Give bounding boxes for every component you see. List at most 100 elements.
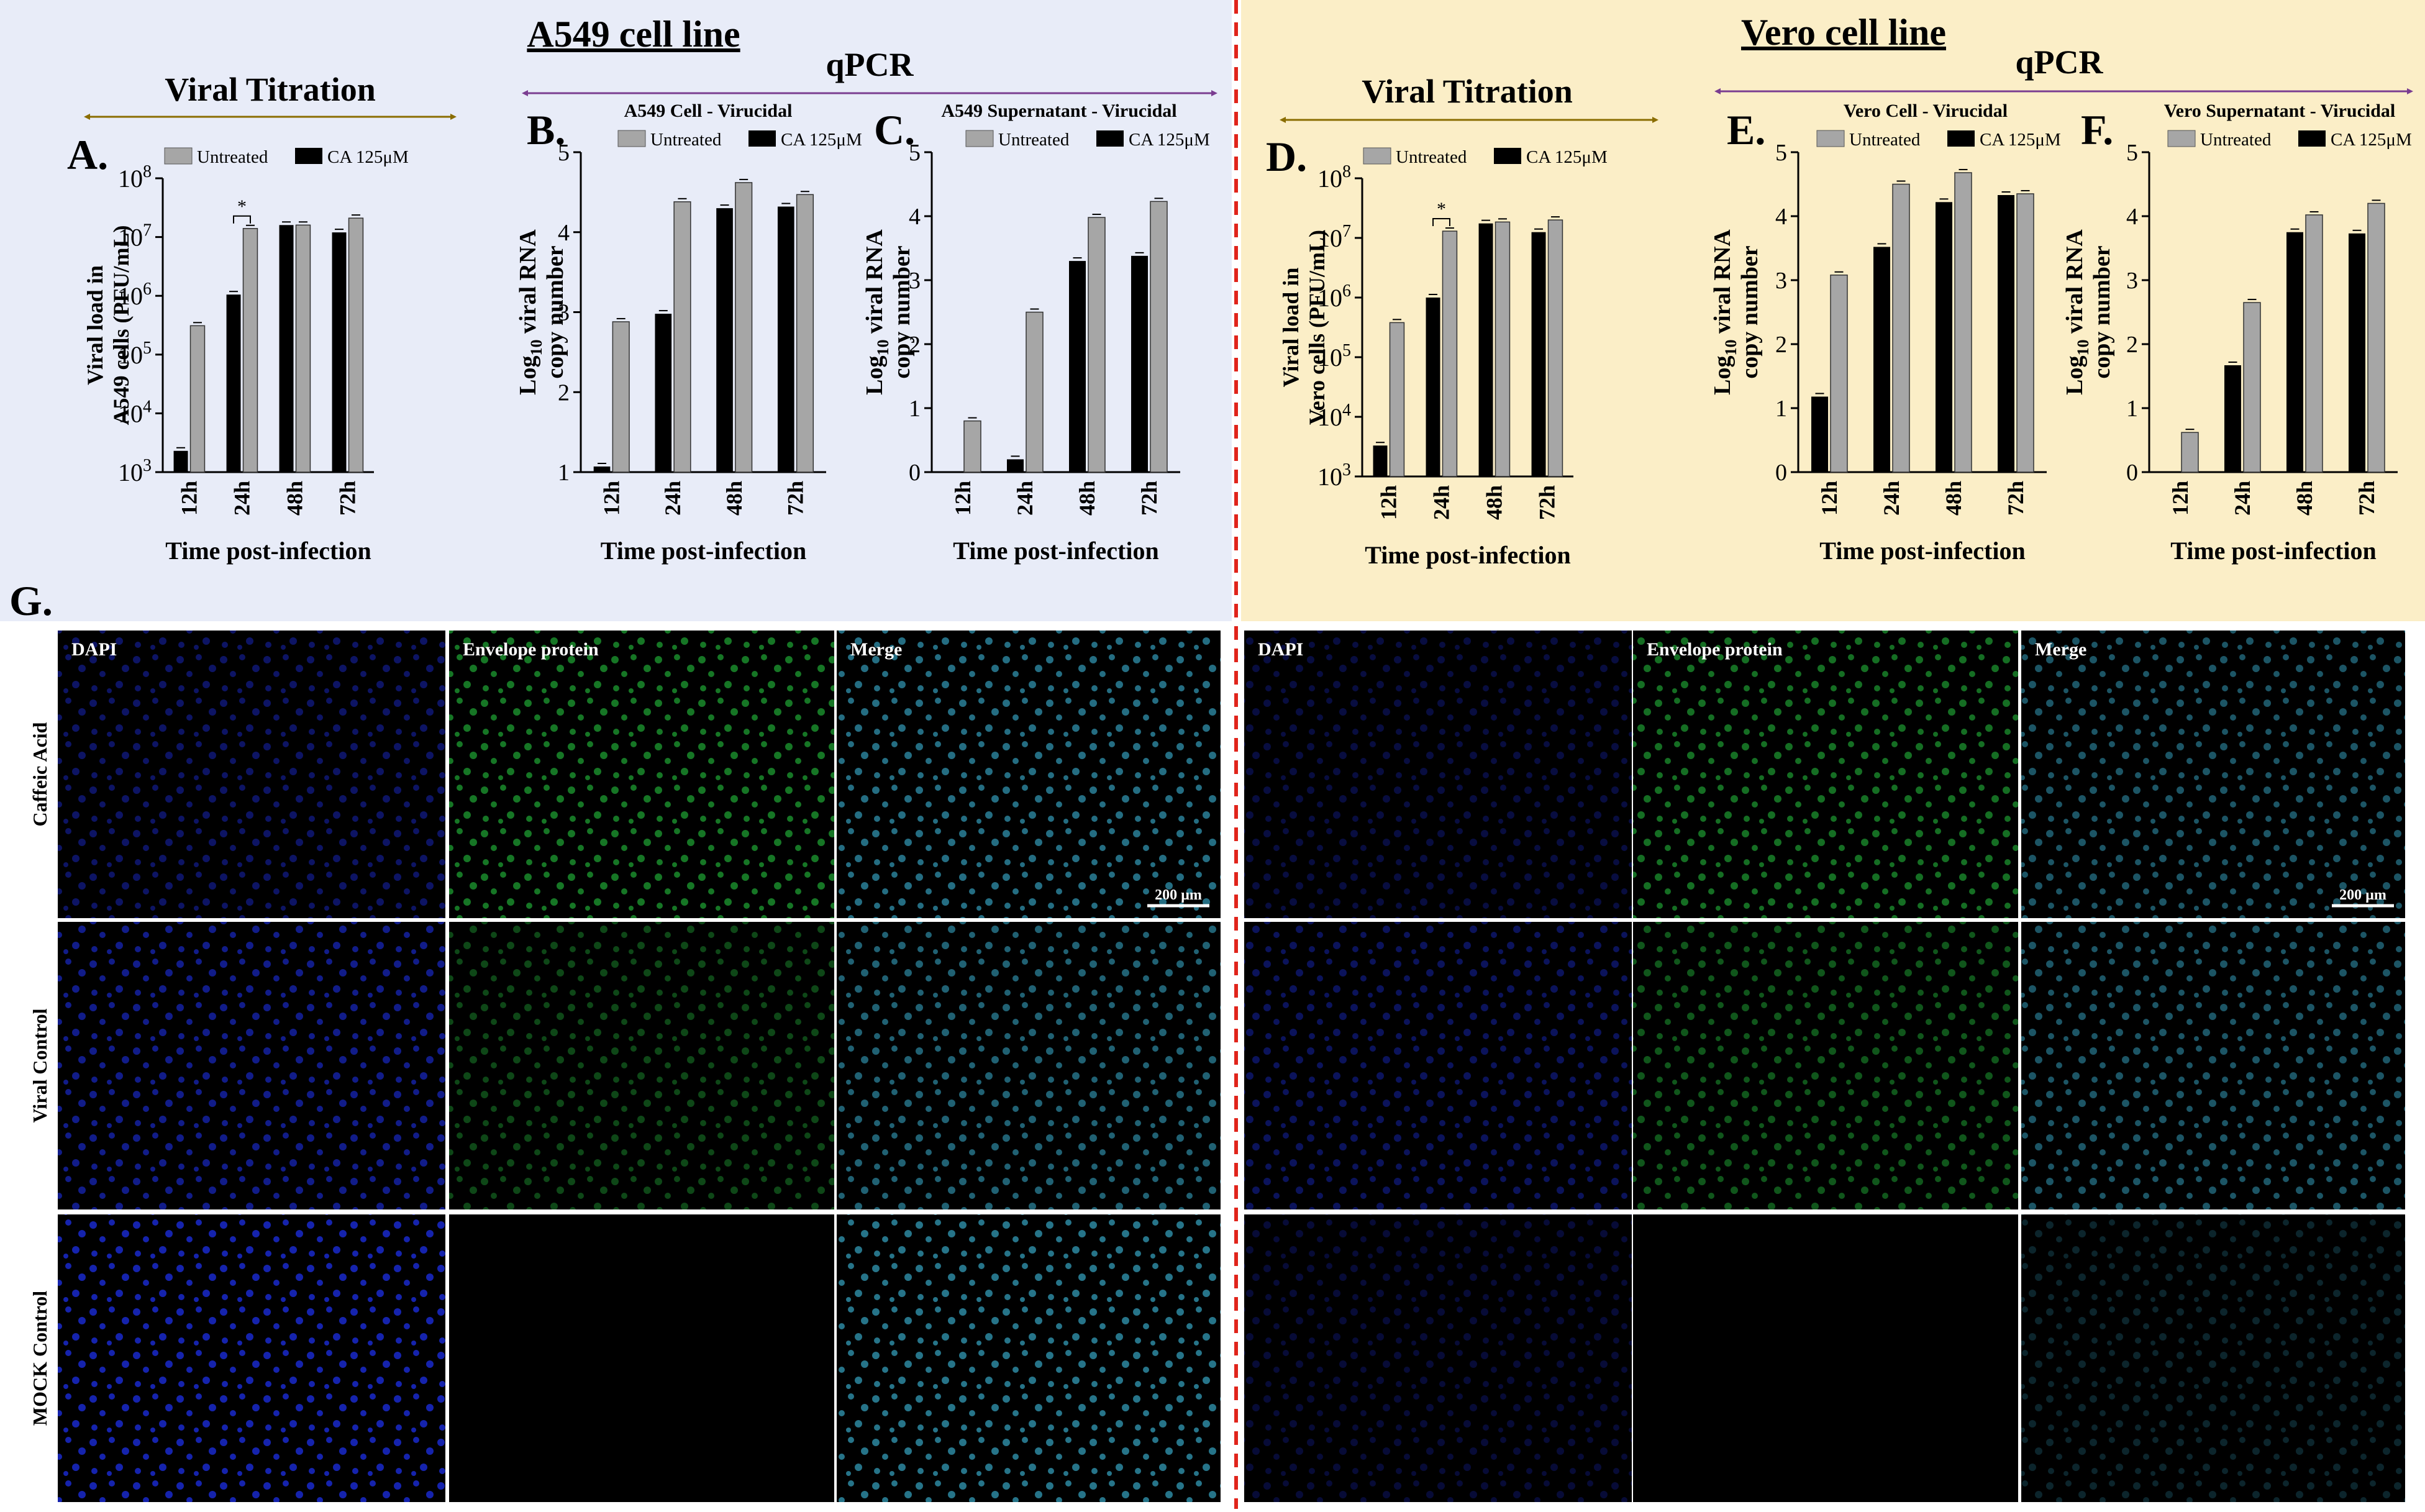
x-tick-label-group: 72h [335, 481, 360, 516]
legend-label-treated: CA 125μM [327, 147, 409, 167]
x-tick-label-group: 72h [1535, 485, 1560, 520]
y-tick-label: 4 [2126, 204, 2138, 230]
chart-panel-c: C. A549 Supernatant - Virucidal Untreated C… [862, 101, 1210, 565]
bar-treated [1373, 445, 1388, 476]
bar-treated [173, 450, 188, 472]
legend-label-treated: CA 125μM [781, 130, 862, 150]
x-tick-label: 12h [1376, 485, 1401, 520]
x-tick-label: 12h [177, 481, 202, 516]
panel-label: E. [1727, 106, 1765, 153]
bar-untreated [1389, 322, 1405, 477]
panel-label: B. [527, 106, 565, 153]
row-label-group: MOCK Control [29, 1291, 51, 1426]
image-tile-tint [837, 631, 1221, 918]
bar-treated [655, 314, 672, 472]
legend-label-treated: CA 125μM [1526, 147, 1608, 167]
legend-swatch-untreated [1363, 147, 1391, 165]
x-tick-label-group: 48h [1941, 481, 1966, 516]
chart-legend: Untreated CA 125μM [164, 147, 409, 167]
panel-label: F. [2081, 106, 2113, 153]
bar-untreated [735, 182, 753, 473]
bar-untreated [796, 194, 814, 473]
panel-label: A. [67, 131, 108, 178]
chart-panel-f: F. Vero Supernatant - Virucidal Untreated C… [2062, 101, 2412, 565]
bar-untreated [189, 325, 206, 473]
bar-untreated [2016, 193, 2034, 473]
y-axis-label: Log10 viral RNA copy number [515, 229, 568, 395]
y-tick-label: 2 [2126, 332, 2138, 358]
image-tile-tint [449, 922, 834, 1209]
bar-treated [279, 225, 294, 472]
y-tick-label: 105 [118, 339, 152, 369]
chart-title: A549 Cell - Virucidal [624, 101, 793, 121]
legend-label-untreated: Untreated [197, 147, 268, 167]
x-tick-label-group: 48h [2292, 481, 2317, 516]
image-tile-tint [1633, 922, 2018, 1209]
y-axis-label-line2: copy number [1737, 245, 1763, 378]
bar-treated [1998, 195, 2014, 472]
bar-treated [2349, 233, 2365, 472]
x-tick-label-group: 24h [230, 481, 255, 516]
y-tick-label: 4 [558, 220, 570, 246]
x-tick-label: 24h [660, 481, 685, 516]
image-tile-tint [1244, 922, 1632, 1209]
bar-treated [716, 208, 733, 472]
x-tick-label-group: 48h [1075, 481, 1099, 516]
scale-bar-label: 200 µm [2339, 887, 2386, 903]
x-tick-label: 24h [1879, 481, 1904, 516]
microscopy-group-left: DAPI Envelope protein Merge 200 µm [58, 631, 1221, 1502]
x-tick-label: 12h [599, 481, 624, 516]
column-label: Envelope protein [1647, 639, 1783, 660]
chart-panel-b: B. A549 Cell - Virucidal Untreated CA 125μM… [515, 101, 862, 565]
x-tick-label: 48h [1075, 481, 1099, 516]
right-titration-label: Viral Titration [1362, 73, 1573, 110]
left-qpcr-label: qPCR [826, 46, 914, 83]
x-tick-label: 24h [230, 481, 255, 516]
bar-treated [332, 232, 347, 472]
y-axis-label: Viral load in Vero cells (PFU/mL) [1278, 230, 1329, 425]
image-tile-tint [449, 631, 834, 918]
panel-label: D. [1266, 133, 1307, 180]
microscopy-panel-label: G. [9, 577, 53, 624]
y-tick-label: 107 [1317, 222, 1351, 252]
chart-title: A549 Supernatant - Virucidal [941, 101, 1176, 121]
significance-bracket [1432, 218, 1450, 227]
image-tile-tint [2021, 631, 2405, 918]
right-section-title: Vero cell line [1741, 12, 1946, 53]
bar-untreated [295, 224, 311, 473]
legend-label-untreated: Untreated [650, 130, 722, 150]
bar-untreated [242, 228, 258, 473]
image-tile-tint [837, 1214, 1221, 1502]
chart-panel-a: A. Untreated CA 125μM103104105106107108Vir… [67, 131, 409, 565]
bar-untreated [2305, 214, 2323, 473]
legend-swatch-untreated [164, 147, 193, 165]
y-tick-label: 5 [2126, 140, 2138, 166]
x-tick-label-group: 24h [1879, 481, 1904, 516]
x-tick-label-group: 12h [2168, 481, 2193, 516]
bar-untreated [2243, 302, 2261, 473]
scale-bar-label: 200 µm [1155, 887, 1202, 903]
legend-swatch-untreated [2167, 130, 2196, 147]
x-tick-label-group: 72h [1137, 481, 1162, 516]
bar-untreated [612, 321, 630, 473]
y-tick-label: 1 [2126, 396, 2138, 422]
bar-treated [1873, 247, 1890, 472]
y-axis-label-line2: copy number [2089, 245, 2115, 378]
bar-treated [1007, 459, 1024, 472]
image-tile-tint [1244, 631, 1632, 918]
image-tile-tint [1244, 1214, 1632, 1502]
image-tile-tint [2021, 922, 2405, 1209]
x-tick-label: 72h [783, 481, 808, 516]
panel-label: C. [874, 106, 915, 153]
bar-untreated [1150, 201, 1168, 473]
legend-swatch-treated [295, 148, 322, 164]
legend-label-treated: CA 125μM [1129, 130, 1210, 150]
y-axis-label-line1: Log10 viral RNA [862, 229, 892, 395]
chart-panel-e: E. Vero Cell - Virucidal Untreated CA 125μM… [1709, 101, 2061, 565]
y-tick-label: 5 [909, 140, 921, 166]
y-tick-label: 2 [558, 380, 570, 406]
column-label: Merge [850, 639, 902, 660]
bar-untreated [348, 217, 364, 473]
y-axis-label-line2: copy number [542, 245, 568, 378]
